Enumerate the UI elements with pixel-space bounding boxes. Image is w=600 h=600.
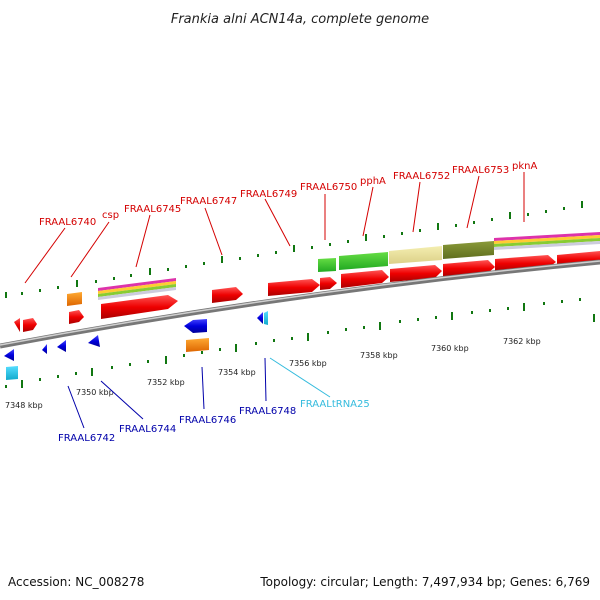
- gene-arrow: [257, 312, 263, 324]
- gene-arrow: [184, 319, 207, 333]
- genome-backbone-highlight: [0, 260, 600, 346]
- gene-arrow: [69, 310, 84, 324]
- kbp-tick-label: 7360 kbp: [431, 344, 469, 353]
- kbp-tick-label: 7352 kbp: [147, 378, 185, 387]
- gene-label: FRAAL6749: [240, 189, 297, 200]
- gene-arrow: [23, 318, 37, 332]
- olive-band: [443, 241, 494, 259]
- gene-arrow: [101, 295, 178, 319]
- kbp-tick-label: 7350 kbp: [76, 388, 114, 397]
- kbp-tick-label: 7362 kbp: [503, 337, 541, 346]
- trna-leader-line: [269, 357, 331, 398]
- map-title: Frankia alni ACN14a, complete genome: [171, 12, 429, 27]
- green-band: [339, 252, 388, 270]
- outer-tick-track: [5, 201, 583, 298]
- reverse-gene-labels: FRAAL6742 FRAAL6744 FRAAL6746 FRAAL6748 …: [58, 399, 370, 444]
- gene-arrow: [57, 340, 66, 352]
- gene-arrow: [88, 335, 100, 347]
- gene-label: FRAALtRNA25: [300, 399, 370, 410]
- kbp-tick-label: 7356 kbp: [289, 359, 327, 368]
- gene-label: pknA: [512, 161, 537, 172]
- khaki-band: [389, 246, 442, 264]
- feature-band-left: [98, 278, 176, 300]
- gene-label: FRAAL6753: [452, 165, 509, 176]
- gene-arrow: [320, 277, 337, 290]
- kbp-tick-label: 7354 kbp: [218, 368, 256, 377]
- gene-label: FRAAL6750: [300, 182, 357, 193]
- green-band-small: [318, 258, 336, 272]
- trna-gene: [6, 366, 18, 380]
- gene-label: FRAAL6744: [119, 424, 176, 435]
- gene-label: FRAAL6747: [180, 196, 237, 207]
- kbp-tick-labels: 7348 kbp 7350 kbp 7352 kbp 7354 kbp 7356…: [5, 337, 541, 410]
- rna-gene: [67, 292, 82, 306]
- gene-label: csp: [102, 210, 119, 221]
- gene-arrow: [42, 344, 47, 354]
- gene-label: FRAAL6752: [393, 171, 450, 182]
- kbp-tick-label: 7348 kbp: [5, 401, 43, 410]
- gene-label: FRAAL6745: [124, 204, 181, 215]
- gene-label: pphA: [360, 176, 386, 187]
- accession-text: Accession: NC_008278: [8, 575, 144, 589]
- gene-label: FRAAL6748: [239, 406, 296, 417]
- forward-leader-lines: [24, 172, 525, 284]
- reverse-leader-lines: [67, 357, 267, 429]
- gene-label: FRAAL6740: [39, 217, 96, 228]
- gene-label: FRAAL6746: [179, 415, 236, 426]
- gene-label: FRAAL6742: [58, 433, 115, 444]
- genome-summary-text: Topology: circular; Length: 7,497,934 bp…: [259, 575, 590, 589]
- gene-arrow: [268, 279, 320, 296]
- reverse-genes: [4, 312, 263, 361]
- trna-gene: [264, 311, 268, 325]
- genome-backbone: [0, 259, 600, 349]
- gene-arrow: [212, 287, 243, 303]
- gene-arrow: [341, 270, 389, 288]
- gene-arrow: [14, 318, 20, 332]
- kbp-tick-label: 7358 kbp: [360, 351, 398, 360]
- forward-gene-labels: FRAAL6740 csp FRAAL6745 FRAAL6747 FRAAL6…: [39, 161, 537, 228]
- inner-tick-track: [5, 298, 595, 388]
- feature-band-right: [494, 232, 600, 250]
- gene-arrow: [4, 349, 14, 361]
- rna-gene: [186, 338, 209, 352]
